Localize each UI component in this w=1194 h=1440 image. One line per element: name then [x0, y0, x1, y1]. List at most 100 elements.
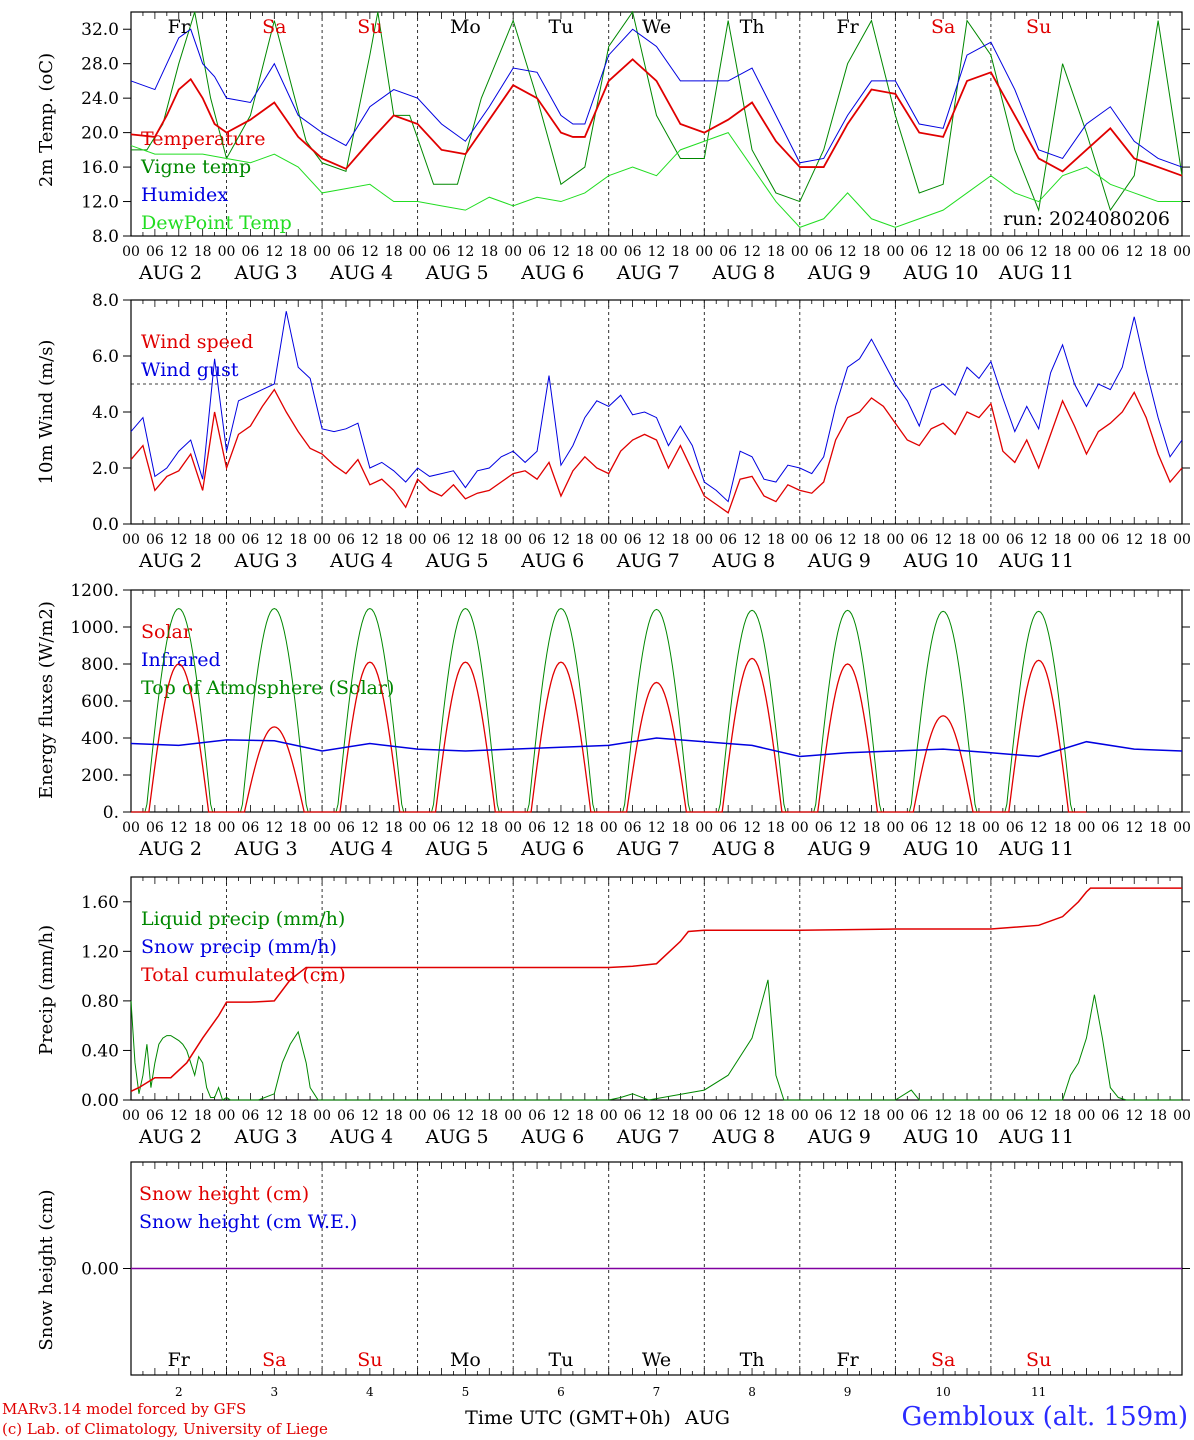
- hour-tick-label: 12: [839, 1108, 857, 1124]
- y-tick-label: 2.0: [92, 459, 119, 479]
- y-tick-label: 8.0: [92, 227, 119, 247]
- hour-tick-label: 12: [456, 820, 474, 836]
- y-tick-label: 0.40: [81, 1041, 119, 1061]
- hour-tick-label: 12: [648, 244, 666, 260]
- wind-gust-line: [130, 311, 1183, 503]
- legend-entry: Wind gust: [141, 359, 239, 381]
- date-label: AUG 8: [711, 838, 775, 860]
- hour-tick-label: 06: [815, 820, 833, 836]
- hour-tick-label: 12: [361, 244, 379, 260]
- weekday-label: Su: [357, 1349, 382, 1371]
- hour-tick-label: 12: [552, 244, 570, 260]
- hour-tick-label: 00: [504, 532, 522, 548]
- date-label: AUG 5: [425, 550, 489, 572]
- hour-tick-label: 00: [122, 244, 140, 260]
- hour-tick-label: 06: [624, 820, 642, 836]
- infrared-line: [130, 737, 1183, 758]
- hour-tick-label: 18: [289, 532, 307, 548]
- hour-tick-label: 06: [433, 820, 451, 836]
- hour-tick-label: 12: [1030, 820, 1048, 836]
- weekday-label: Sa: [931, 1349, 955, 1371]
- hour-tick-label: 00: [1173, 820, 1191, 836]
- hour-tick-label: 00: [791, 1108, 809, 1124]
- hour-tick-label: 00: [313, 820, 331, 836]
- hour-tick-label: 06: [910, 244, 928, 260]
- hour-tick-label: 12: [170, 1108, 188, 1124]
- hour-tick-label: 06: [146, 1108, 164, 1124]
- y-tick-label: 8.0: [92, 291, 119, 311]
- day-number-label: 5: [462, 1385, 470, 1399]
- date-label: AUG 5: [425, 838, 489, 860]
- humidex-line: [130, 28, 1183, 168]
- hour-tick-label: 06: [433, 532, 451, 548]
- legend-entry: Temperature: [141, 128, 265, 150]
- hour-tick-label: 18: [480, 244, 498, 260]
- date-label: AUG 9: [807, 1126, 871, 1148]
- date-label: AUG 11: [998, 262, 1074, 284]
- hour-tick-label: 00: [1078, 820, 1096, 836]
- solar-line: [131, 657, 1087, 813]
- weekday-label: Sa: [262, 1349, 286, 1371]
- hour-tick-label: 18: [1054, 820, 1072, 836]
- hour-tick-label: 12: [1125, 1108, 1143, 1124]
- model-credit: MARv3.14 model forced by GFS: [2, 1400, 247, 1418]
- hour-tick-label: 18: [385, 820, 403, 836]
- y-tick-label: 4.0: [92, 403, 119, 423]
- legend-entry: Liquid precip (mm/h): [141, 908, 345, 930]
- hour-tick-label: 18: [1054, 532, 1072, 548]
- hour-tick-label: 18: [194, 244, 212, 260]
- hour-tick-label: 00: [218, 820, 236, 836]
- weekday-label: Su: [357, 16, 382, 38]
- hour-tick-label: 12: [456, 532, 474, 548]
- hour-tick-label: 06: [624, 532, 642, 548]
- hour-tick-label: 18: [671, 1108, 689, 1124]
- hour-tick-label: 00: [218, 244, 236, 260]
- y-tick-label: 1200.: [70, 581, 119, 601]
- weekday-label: Fr: [836, 1349, 859, 1371]
- legend-entry: Wind speed: [141, 331, 253, 353]
- y-tick-label: 1.60: [81, 893, 119, 913]
- hour-tick-label: 06: [337, 820, 355, 836]
- date-label: AUG 11: [998, 1126, 1074, 1148]
- hour-tick-label: 06: [1101, 1108, 1119, 1124]
- hour-tick-label: 00: [791, 244, 809, 260]
- hour-tick-label: 18: [385, 532, 403, 548]
- hour-tick-label: 06: [337, 532, 355, 548]
- legend-entry: Snow height (cm): [139, 1183, 309, 1205]
- hour-tick-label: 12: [170, 244, 188, 260]
- hour-tick-label: 00: [695, 1108, 713, 1124]
- hour-tick-label: 06: [528, 532, 546, 548]
- hour-tick-label: 06: [1006, 820, 1024, 836]
- hour-tick-label: 18: [385, 244, 403, 260]
- hour-tick-label: 00: [409, 820, 427, 836]
- x-axis-title: Time UTC (GMT+0h): [465, 1407, 671, 1429]
- hour-tick-label: 00: [886, 244, 904, 260]
- hour-tick-label: 18: [671, 244, 689, 260]
- date-label: AUG 6: [520, 550, 584, 572]
- hour-tick-label: 00: [886, 1108, 904, 1124]
- y-tick-label: 0.00: [81, 1260, 119, 1280]
- date-label: AUG 4: [329, 550, 393, 572]
- hour-tick-label: 06: [1006, 1108, 1024, 1124]
- date-label: AUG 2: [138, 838, 202, 860]
- hour-tick-label: 18: [194, 820, 212, 836]
- hour-tick-label: 00: [1078, 244, 1096, 260]
- weekday-label: Tu: [548, 16, 573, 38]
- hour-tick-label: 06: [1006, 244, 1024, 260]
- hour-tick-label: 00: [982, 1108, 1000, 1124]
- hour-tick-label: 00: [600, 244, 618, 260]
- date-label: AUG 8: [711, 262, 775, 284]
- y-tick-label: 0.0: [92, 515, 119, 535]
- hour-tick-label: 12: [265, 244, 283, 260]
- date-label: AUG 6: [520, 1126, 584, 1148]
- hour-tick-label: 18: [289, 1108, 307, 1124]
- hour-tick-label: 18: [863, 1108, 881, 1124]
- date-label: AUG 9: [807, 262, 871, 284]
- hour-tick-label: 18: [767, 532, 785, 548]
- hour-tick-label: 06: [815, 532, 833, 548]
- hour-tick-label: 06: [528, 244, 546, 260]
- y-tick-label: 1.20: [81, 942, 119, 962]
- hour-tick-label: 18: [767, 244, 785, 260]
- hour-tick-label: 06: [1101, 244, 1119, 260]
- day-number-label: 6: [557, 1385, 565, 1399]
